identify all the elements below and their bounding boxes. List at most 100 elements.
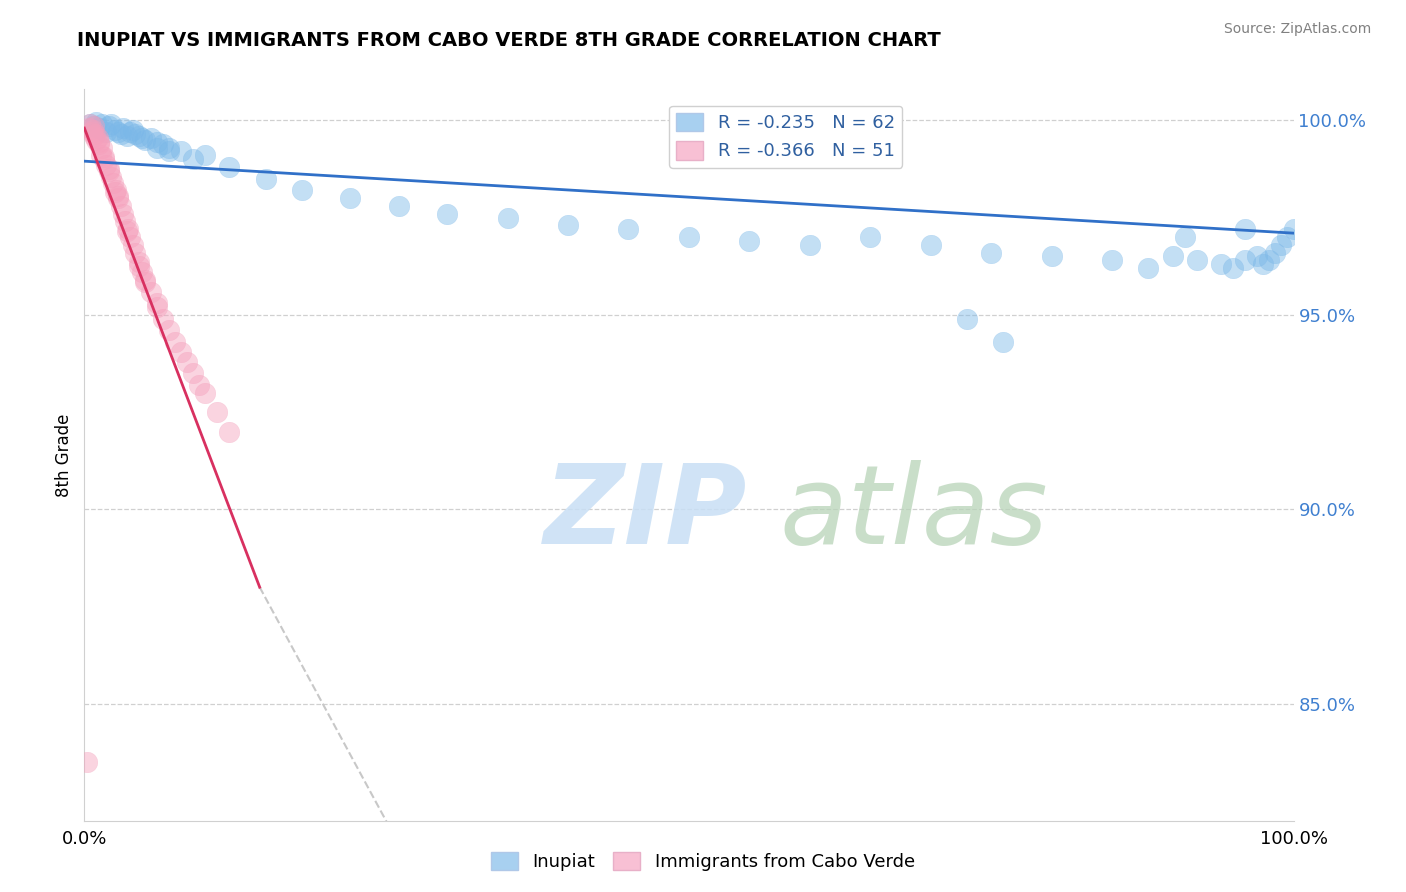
Point (97, 119, 120, 133)
Point (1209, 257, 1232, 271)
Point (152, 311, 174, 326)
Point (114, 214, 136, 228)
Point (93, 153, 115, 167)
Point (146, 135, 169, 149)
Point (678, 230, 700, 244)
Point (87, 136, 110, 151)
Point (1258, 253, 1281, 268)
Point (124, 127, 146, 141)
Point (115, 224, 138, 238)
Point (557, 219, 579, 233)
Point (97, 161, 120, 176)
Point (181, 153, 204, 167)
Point (128, 259, 150, 273)
Point (76, 756, 98, 770)
Point (94, 158, 117, 172)
Point (104, 186, 127, 200)
Point (1270, 237, 1292, 252)
Point (110, 199, 132, 213)
Point (87, 135, 110, 149)
Point (194, 148, 217, 162)
Point (124, 245, 146, 260)
Point (1282, 222, 1305, 236)
Point (218, 425, 240, 439)
Point (291, 183, 314, 197)
Point (859, 230, 882, 244)
Point (87, 121, 110, 136)
Point (112, 207, 135, 221)
Point (1222, 261, 1244, 276)
Point (157, 145, 180, 159)
Legend: Inupiat, Immigrants from Cabo Verde: Inupiat, Immigrants from Cabo Verde (484, 845, 922, 879)
Point (104, 183, 127, 197)
Point (82, 123, 104, 137)
Point (80, 125, 103, 139)
Point (176, 354, 198, 368)
Point (134, 133, 156, 147)
Point (128, 128, 150, 143)
Point (152, 136, 174, 151)
Point (170, 344, 193, 359)
Y-axis label: 8th Grade: 8th Grade (55, 413, 73, 497)
Point (738, 234, 761, 248)
Point (146, 140, 169, 154)
Point (1174, 230, 1197, 244)
Point (128, 255, 150, 269)
Point (134, 273, 156, 287)
Point (920, 237, 942, 252)
Point (79, 117, 101, 131)
Legend: R = -0.235   N = 62, R = -0.366   N = 51: R = -0.235 N = 62, R = -0.366 N = 51 (669, 105, 903, 168)
Point (436, 207, 458, 221)
Point (617, 222, 640, 236)
Point (83, 119, 105, 133)
Point (107, 125, 129, 139)
Point (165, 335, 187, 350)
Point (103, 176, 125, 190)
Point (120, 230, 142, 244)
Text: atlas: atlas (780, 460, 1049, 567)
Point (91, 117, 114, 131)
Point (94, 125, 117, 139)
Point (121, 237, 143, 252)
Point (86, 115, 108, 129)
Point (90, 148, 112, 162)
Point (104, 123, 127, 137)
Point (980, 245, 1002, 260)
Point (121, 123, 143, 137)
Point (388, 199, 411, 213)
Point (218, 160, 240, 174)
Point (146, 300, 169, 314)
Point (956, 311, 979, 326)
Text: ZIP: ZIP (544, 460, 748, 567)
Point (134, 275, 156, 289)
Point (107, 189, 129, 203)
Point (83, 128, 105, 143)
Point (496, 211, 519, 225)
Point (100, 117, 122, 131)
Point (86, 133, 108, 147)
Point (157, 140, 180, 154)
Point (131, 265, 153, 279)
Point (1040, 250, 1063, 264)
Point (1277, 230, 1299, 244)
Point (115, 128, 138, 143)
Point (86, 131, 108, 145)
Text: INUPIAT VS IMMIGRANTS FROM CABO VERDE 8TH GRADE CORRELATION CHART: INUPIAT VS IMMIGRANTS FROM CABO VERDE 8T… (77, 31, 941, 50)
Point (1246, 250, 1268, 264)
Text: Source: ZipAtlas.com: Source: ZipAtlas.com (1223, 22, 1371, 37)
Point (1234, 222, 1257, 236)
Point (107, 191, 129, 205)
Point (139, 285, 162, 299)
Point (146, 296, 169, 310)
Point (170, 145, 193, 159)
Point (1161, 250, 1184, 264)
Point (93, 150, 115, 164)
Point (117, 222, 139, 236)
Point (799, 237, 821, 252)
Point (131, 131, 153, 145)
Point (112, 121, 135, 136)
Point (110, 127, 132, 141)
Point (1234, 253, 1257, 268)
Point (1137, 261, 1160, 276)
Point (1101, 253, 1123, 268)
